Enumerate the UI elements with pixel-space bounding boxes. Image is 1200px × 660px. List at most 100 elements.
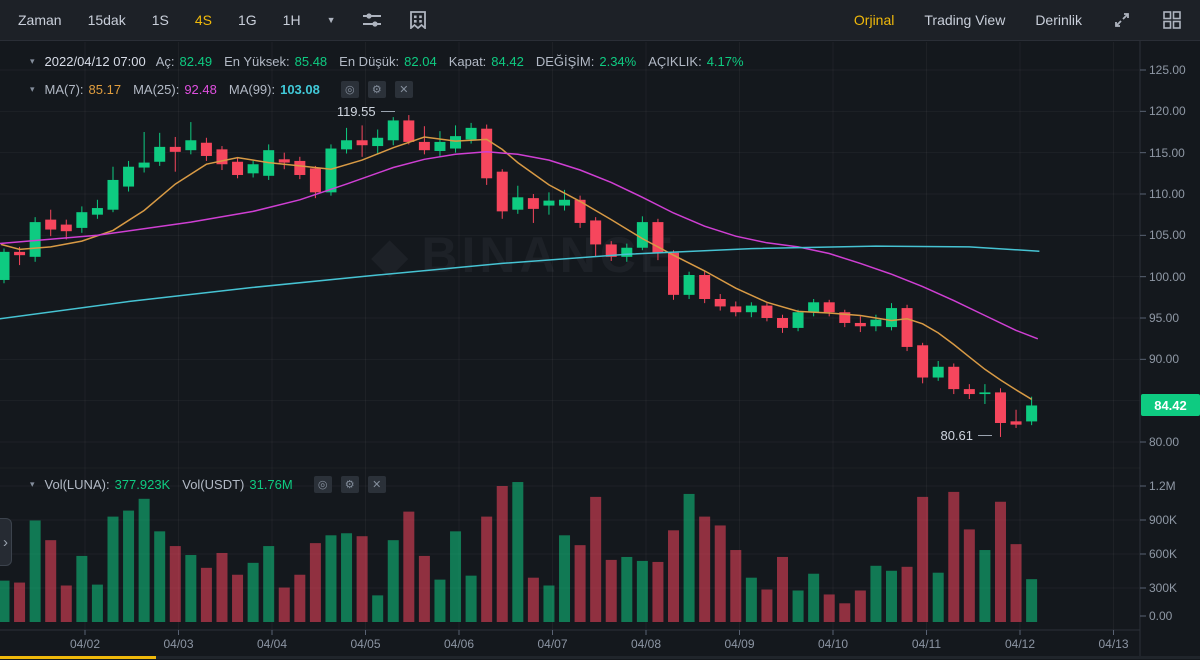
close-icon[interactable]: ✕ <box>367 476 386 493</box>
candle-body <box>854 322 866 327</box>
visibility-eye-icon[interactable]: ◎ <box>340 81 359 98</box>
ma7-label: MA(7): <box>44 82 84 97</box>
visibility-eye-icon[interactable]: ◎ <box>313 476 332 493</box>
volume-bar <box>901 566 913 622</box>
open-value: 82.49 <box>179 54 213 69</box>
candle-body <box>605 244 617 257</box>
volume-bar <box>76 555 88 622</box>
volume-bar <box>91 584 103 622</box>
volume-bar <box>730 550 742 622</box>
tab-1d[interactable]: 1G <box>237 12 257 28</box>
candle-body <box>574 199 586 223</box>
chart-settings-sliders-icon[interactable] <box>362 10 382 30</box>
candle-body <box>107 179 119 210</box>
grid-layout-icon[interactable] <box>1162 10 1182 30</box>
tab-15min[interactable]: 15dak <box>87 12 126 28</box>
fullscreen-icon[interactable] <box>1112 10 1132 30</box>
candle-body <box>200 142 212 156</box>
volume-bar <box>481 516 493 622</box>
candle-body <box>154 146 166 162</box>
volume-bar <box>309 543 321 622</box>
volume-bar <box>372 595 384 622</box>
highest-price-value: 119.55 <box>336 104 376 120</box>
candle-body <box>372 137 384 147</box>
candle-body <box>76 212 88 228</box>
volume-bar <box>216 552 228 622</box>
volume-bar <box>60 585 72 622</box>
candle-body <box>917 345 929 378</box>
candle-body <box>138 162 150 168</box>
volume-bar <box>450 531 462 622</box>
close-icon[interactable]: ✕ <box>394 81 413 98</box>
candle-body <box>450 136 462 149</box>
annotation-dash <box>380 111 395 113</box>
collapse-caret-icon[interactable]: ▾ <box>30 479 35 489</box>
low-value: 82.04 <box>404 54 437 69</box>
chart-scrollbar-thumb[interactable] <box>0 656 156 659</box>
amplitude-label: AÇIKLIK: <box>648 54 702 69</box>
volume-bar <box>948 491 960 622</box>
tab-depth[interactable]: Derinlik <box>1035 12 1082 28</box>
tab-original[interactable]: Orjinal <box>853 12 895 28</box>
candle-body <box>0 251 10 280</box>
volume-bar <box>885 570 897 622</box>
candle-body <box>714 298 726 307</box>
indicators-icon[interactable] <box>408 10 428 30</box>
tab-tradingview[interactable]: Trading View <box>924 12 1006 28</box>
last-price-badge: 84.42 <box>1141 394 1200 417</box>
candle-body <box>418 141 430 151</box>
candle-body <box>356 140 368 146</box>
candle-body <box>808 302 820 313</box>
volume-bar <box>107 516 119 622</box>
candle-body <box>309 168 321 193</box>
candle-body <box>885 308 897 328</box>
candle-body <box>387 120 399 141</box>
candle-body <box>434 141 446 152</box>
ma7-line <box>0 136 1032 400</box>
candle-body <box>870 319 882 327</box>
volume-bar <box>917 496 929 622</box>
tab-1h[interactable]: 1S <box>151 12 169 28</box>
settings-gear-icon[interactable]: ⚙ <box>340 476 359 493</box>
volume-bar <box>699 516 711 622</box>
ma99-label: MA(99): <box>228 82 276 97</box>
candle-body <box>823 302 835 313</box>
toolbar: Zaman 15dak 1S 4S 1G 1H ▼ <box>0 0 1200 41</box>
candle-body <box>185 140 197 151</box>
collapse-caret-icon[interactable]: ▾ <box>30 56 35 66</box>
toolbar-left: Zaman 15dak 1S 4S 1G 1H ▼ <box>0 10 854 30</box>
amplitude-value: 4.17% <box>706 54 744 69</box>
volume-bar <box>294 574 306 622</box>
tab-1w[interactable]: 1H <box>282 12 301 28</box>
volume-bar <box>621 556 633 622</box>
candle-body <box>465 127 477 140</box>
tab-4h-selected[interactable]: 4S <box>194 12 212 28</box>
volume-bar <box>605 559 617 622</box>
candle-body <box>481 128 493 179</box>
volume-bar <box>496 486 508 622</box>
chart-scrollbar-track[interactable] <box>0 656 1200 659</box>
candle-body <box>745 305 757 313</box>
ma99-line <box>0 245 1040 320</box>
volume-bar <box>745 577 757 622</box>
panel-toggle-handle[interactable]: › <box>0 518 12 566</box>
volume-bar <box>465 575 477 622</box>
candle-body <box>123 166 135 187</box>
volume-bar <box>543 585 555 622</box>
tab-time[interactable]: Zaman <box>18 12 62 28</box>
close-label: Kapat: <box>448 54 487 69</box>
volume-bar <box>263 546 275 622</box>
volume-bar <box>45 540 57 622</box>
collapse-caret-icon[interactable]: ▾ <box>30 84 35 94</box>
settings-gear-icon[interactable]: ⚙ <box>367 81 386 98</box>
volume-bar <box>527 577 539 622</box>
volume-bar <box>823 594 835 622</box>
volume-bar <box>854 590 866 622</box>
candle-body <box>29 222 41 257</box>
volume-bar <box>0 580 10 622</box>
volume-bar <box>994 501 1006 622</box>
volume-bar <box>668 530 680 622</box>
change-value: 2.34% <box>599 54 637 69</box>
timeframe-dropdown-caret-icon[interactable]: ▼ <box>326 15 336 25</box>
